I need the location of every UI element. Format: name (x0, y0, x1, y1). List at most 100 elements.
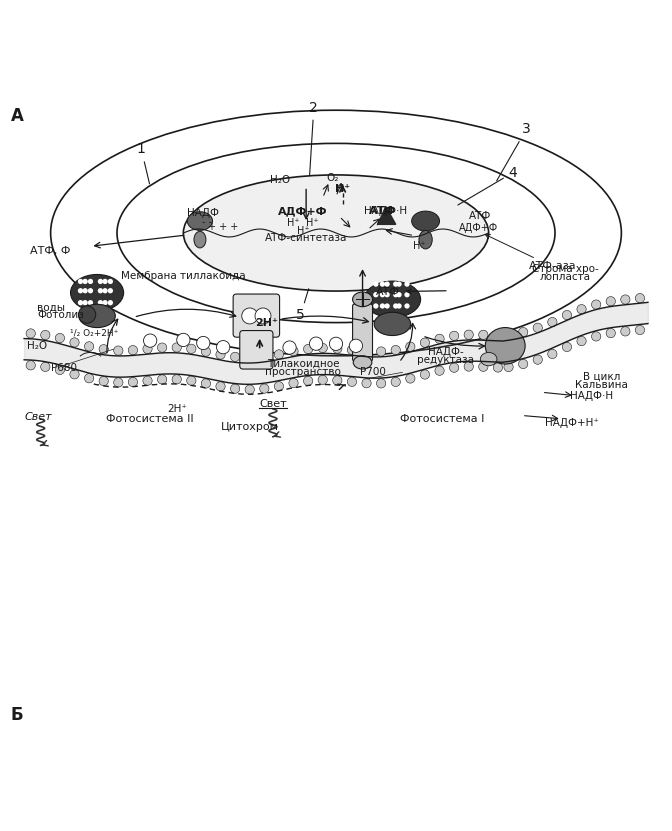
Circle shape (493, 331, 503, 341)
Circle shape (393, 282, 398, 287)
Circle shape (347, 377, 357, 386)
Circle shape (202, 379, 210, 388)
Circle shape (99, 345, 108, 354)
Circle shape (289, 347, 298, 356)
Text: АДФ+Ф: АДФ+Ф (278, 206, 327, 216)
Text: Кальвина: Кальвина (575, 380, 628, 390)
Circle shape (380, 282, 385, 287)
Circle shape (478, 330, 488, 340)
Ellipse shape (412, 211, 439, 231)
Circle shape (362, 379, 371, 388)
Circle shape (478, 362, 488, 371)
Text: Н₂О: Н₂О (269, 175, 290, 185)
Circle shape (55, 333, 65, 342)
Circle shape (420, 338, 429, 347)
Text: Строма хро-: Строма хро- (532, 264, 598, 274)
Circle shape (108, 288, 113, 293)
Circle shape (504, 362, 513, 371)
Text: АТФ: АТФ (376, 287, 446, 297)
Circle shape (309, 337, 323, 351)
Circle shape (108, 278, 113, 284)
Circle shape (393, 303, 398, 308)
Circle shape (70, 370, 79, 379)
Ellipse shape (353, 292, 372, 307)
Text: Свет: Свет (259, 399, 287, 409)
Circle shape (197, 337, 210, 350)
Circle shape (274, 350, 284, 359)
Text: P680: P680 (51, 363, 77, 373)
Text: 2: 2 (309, 101, 319, 175)
Circle shape (380, 303, 385, 308)
Text: НАДФ-: НАДФ- (427, 347, 464, 357)
Circle shape (373, 282, 378, 287)
Circle shape (519, 327, 528, 337)
Circle shape (373, 303, 378, 308)
Circle shape (41, 331, 50, 340)
Circle shape (533, 355, 542, 364)
Circle shape (562, 311, 572, 320)
Text: Мембрана тиллакоида: Мембрана тиллакоида (121, 271, 246, 281)
Text: + + +: + + + (208, 222, 239, 232)
Circle shape (635, 293, 644, 302)
Circle shape (83, 288, 88, 293)
Circle shape (230, 352, 240, 361)
Circle shape (26, 361, 36, 370)
Text: НАДФ·Н: НАДФ·Н (364, 206, 407, 216)
FancyBboxPatch shape (233, 294, 280, 337)
Text: редуктаза: редуктаза (417, 356, 474, 366)
Circle shape (144, 334, 157, 347)
Circle shape (562, 342, 572, 352)
Circle shape (78, 288, 83, 293)
Circle shape (283, 341, 296, 354)
Ellipse shape (374, 312, 411, 336)
Circle shape (577, 304, 586, 314)
Text: НАДФ·Н: НАДФ·Н (570, 391, 613, 401)
Circle shape (172, 375, 181, 384)
Text: 4: 4 (458, 165, 517, 205)
Circle shape (318, 343, 327, 352)
Circle shape (259, 384, 269, 393)
Circle shape (464, 330, 473, 339)
Circle shape (97, 278, 103, 284)
Circle shape (70, 338, 79, 347)
Circle shape (405, 303, 410, 308)
Circle shape (577, 337, 586, 346)
Circle shape (405, 282, 410, 287)
Circle shape (26, 329, 36, 338)
Ellipse shape (194, 231, 206, 248)
Circle shape (606, 328, 616, 337)
Circle shape (157, 375, 167, 384)
FancyBboxPatch shape (353, 304, 372, 361)
Circle shape (450, 363, 459, 372)
Circle shape (533, 323, 542, 332)
Text: НАДФ+Н⁺: НАДФ+Н⁺ (545, 419, 599, 429)
Text: H⁺: H⁺ (296, 226, 309, 236)
Ellipse shape (183, 175, 489, 291)
Circle shape (406, 342, 415, 352)
Ellipse shape (485, 327, 525, 364)
Circle shape (384, 292, 390, 297)
Text: АТФ-аза: АТФ-аза (485, 234, 576, 272)
Circle shape (114, 346, 123, 355)
Ellipse shape (79, 304, 116, 327)
Circle shape (259, 352, 269, 361)
Circle shape (376, 347, 386, 356)
Circle shape (635, 326, 644, 335)
Circle shape (216, 381, 225, 391)
FancyBboxPatch shape (240, 331, 273, 369)
Circle shape (242, 308, 257, 324)
Text: АТФ, Ф: АТФ, Ф (30, 246, 71, 256)
Circle shape (202, 347, 210, 356)
Circle shape (102, 300, 108, 305)
Circle shape (177, 333, 190, 347)
Circle shape (548, 317, 557, 327)
Ellipse shape (353, 356, 372, 369)
Circle shape (55, 366, 65, 375)
Text: НАДФ: НАДФ (187, 208, 219, 218)
Circle shape (216, 350, 225, 359)
Circle shape (97, 300, 103, 305)
Text: Цитохром: Цитохром (220, 422, 279, 432)
Circle shape (102, 278, 108, 284)
Text: 1: 1 (137, 142, 150, 184)
Circle shape (102, 288, 108, 293)
